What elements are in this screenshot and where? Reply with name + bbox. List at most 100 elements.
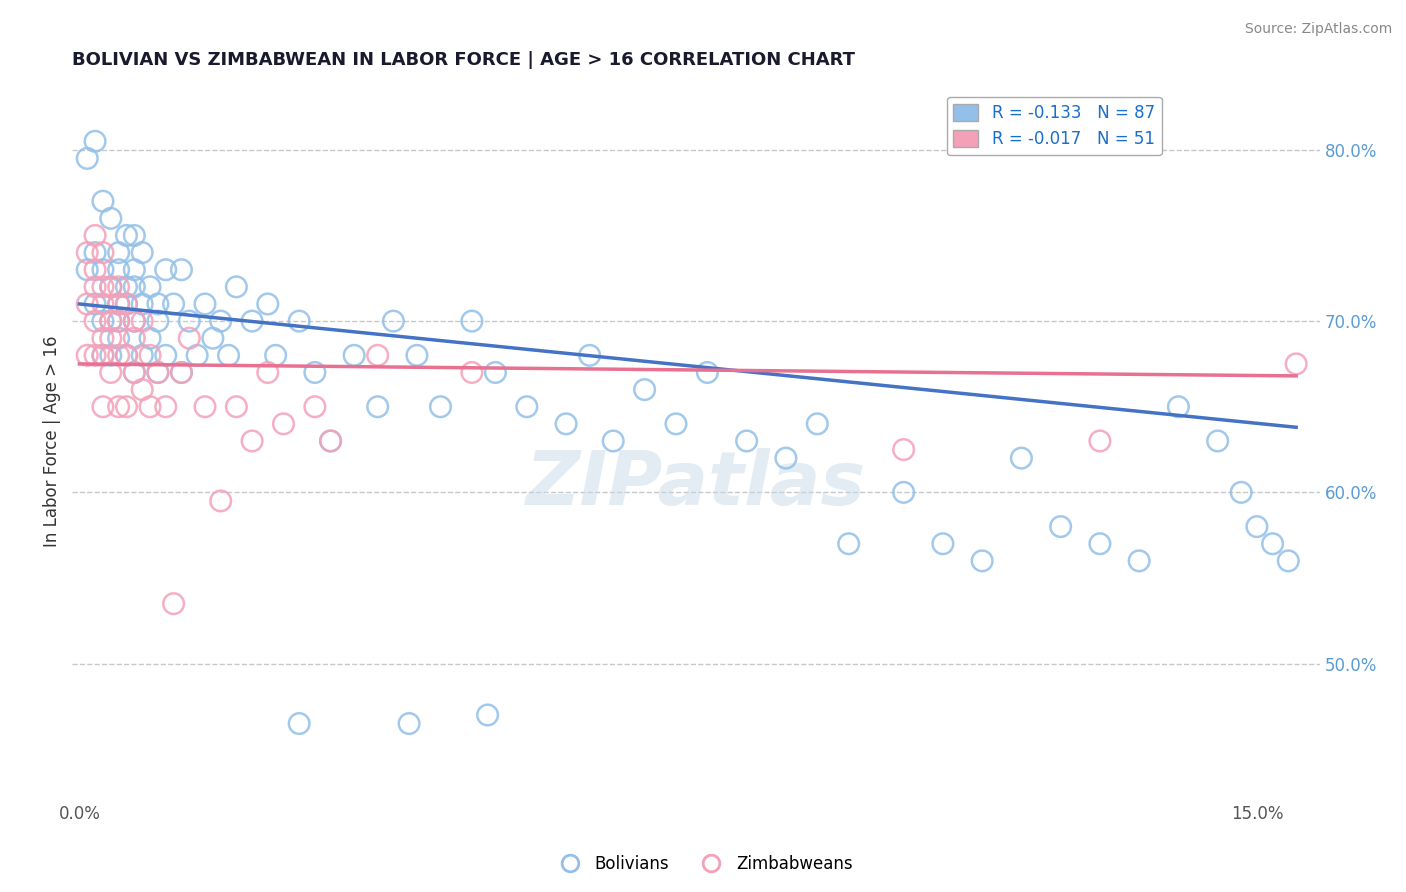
Point — [139, 331, 162, 345]
Point — [382, 314, 405, 328]
Point — [76, 297, 98, 311]
Point — [1167, 400, 1189, 414]
Point — [139, 280, 162, 294]
Point — [288, 716, 311, 731]
Point — [131, 383, 153, 397]
Point — [1049, 519, 1071, 533]
Point — [555, 417, 578, 431]
Point — [367, 348, 389, 362]
Point — [107, 262, 129, 277]
Point — [1246, 519, 1268, 533]
Point — [893, 442, 915, 457]
Point — [100, 366, 122, 380]
Point — [115, 348, 138, 362]
Point — [170, 262, 193, 277]
Point — [179, 314, 201, 328]
Point — [170, 366, 193, 380]
Point — [107, 297, 129, 311]
Point — [139, 348, 162, 362]
Point — [155, 348, 177, 362]
Point — [1261, 537, 1284, 551]
Point — [461, 314, 484, 328]
Point — [304, 400, 326, 414]
Point — [194, 400, 217, 414]
Point — [806, 417, 828, 431]
Point — [1088, 434, 1111, 448]
Text: Source: ZipAtlas.com: Source: ZipAtlas.com — [1244, 22, 1392, 37]
Point — [343, 348, 366, 362]
Point — [319, 434, 342, 448]
Point — [264, 348, 287, 362]
Point — [115, 280, 138, 294]
Point — [124, 262, 146, 277]
Point — [838, 537, 860, 551]
Point — [225, 400, 247, 414]
Point — [84, 348, 107, 362]
Point — [124, 314, 146, 328]
Point — [100, 348, 122, 362]
Text: ZIPatlas: ZIPatlas — [526, 448, 866, 521]
Point — [319, 434, 342, 448]
Point — [398, 716, 420, 731]
Point — [131, 348, 153, 362]
Point — [179, 331, 201, 345]
Point — [91, 400, 114, 414]
Point — [516, 400, 538, 414]
Point — [115, 400, 138, 414]
Point — [107, 245, 129, 260]
Point — [91, 297, 114, 311]
Point — [91, 262, 114, 277]
Point — [107, 314, 129, 328]
Point — [201, 331, 224, 345]
Point — [91, 245, 114, 260]
Y-axis label: In Labor Force | Age > 16: In Labor Force | Age > 16 — [44, 335, 60, 547]
Point — [115, 348, 138, 362]
Point — [107, 331, 129, 345]
Point — [124, 228, 146, 243]
Point — [1206, 434, 1229, 448]
Point — [461, 366, 484, 380]
Point — [162, 297, 184, 311]
Point — [240, 434, 263, 448]
Legend: R = -0.133   N = 87, R = -0.017   N = 51: R = -0.133 N = 87, R = -0.017 N = 51 — [946, 97, 1161, 155]
Point — [124, 366, 146, 380]
Point — [256, 366, 278, 380]
Point — [76, 262, 98, 277]
Point — [170, 366, 193, 380]
Point — [124, 280, 146, 294]
Point — [1128, 554, 1150, 568]
Point — [91, 280, 114, 294]
Point — [146, 366, 169, 380]
Point — [84, 245, 107, 260]
Point — [209, 494, 232, 508]
Point — [240, 314, 263, 328]
Point — [735, 434, 758, 448]
Point — [146, 297, 169, 311]
Point — [578, 348, 600, 362]
Point — [107, 297, 129, 311]
Point — [91, 331, 114, 345]
Text: BOLIVIAN VS ZIMBABWEAN IN LABOR FORCE | AGE > 16 CORRELATION CHART: BOLIVIAN VS ZIMBABWEAN IN LABOR FORCE | … — [72, 51, 855, 69]
Point — [1285, 357, 1308, 371]
Point — [76, 245, 98, 260]
Point — [484, 366, 506, 380]
Point — [84, 134, 107, 148]
Point — [304, 366, 326, 380]
Point — [1088, 537, 1111, 551]
Point — [288, 314, 311, 328]
Point — [115, 297, 138, 311]
Point — [100, 280, 122, 294]
Point — [225, 280, 247, 294]
Point — [477, 708, 499, 723]
Point — [124, 366, 146, 380]
Point — [367, 400, 389, 414]
Point — [76, 152, 98, 166]
Point — [107, 348, 129, 362]
Point — [665, 417, 688, 431]
Point — [91, 348, 114, 362]
Point — [107, 280, 129, 294]
Point — [775, 451, 797, 466]
Point — [84, 314, 107, 328]
Point — [633, 383, 655, 397]
Point — [155, 262, 177, 277]
